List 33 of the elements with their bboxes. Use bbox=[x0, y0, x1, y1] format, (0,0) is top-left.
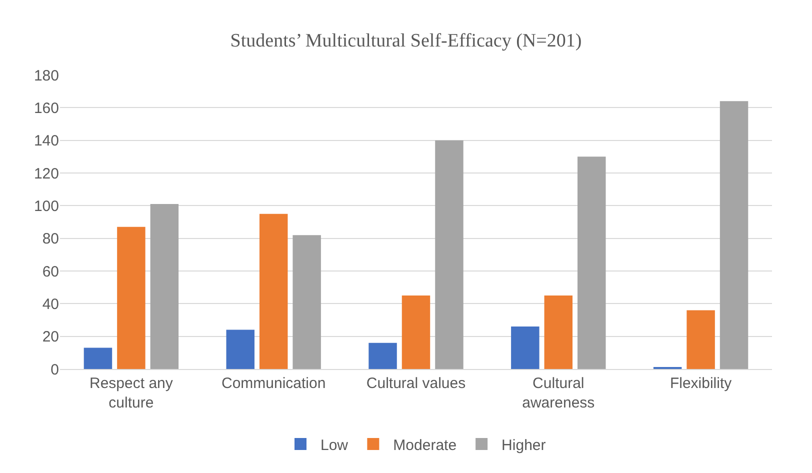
y-tick-label: 120 bbox=[34, 165, 59, 182]
x-tick-label: Cultural awareness bbox=[522, 375, 595, 412]
bar bbox=[511, 326, 540, 369]
chart-title: Students’ Multicultural Self-Efficacy (N=201) bbox=[230, 30, 582, 52]
bar bbox=[368, 342, 397, 369]
bar bbox=[686, 310, 715, 369]
bar bbox=[150, 204, 179, 369]
x-tick-label: Cultural values bbox=[366, 375, 466, 392]
bar bbox=[402, 296, 430, 369]
bar bbox=[578, 156, 606, 369]
bar bbox=[435, 140, 464, 369]
bar bbox=[544, 296, 573, 369]
bar bbox=[292, 235, 321, 369]
y-tick-label: 140 bbox=[34, 132, 59, 150]
y-tick-label: 80 bbox=[42, 230, 59, 248]
bar bbox=[226, 330, 254, 369]
bar bbox=[720, 101, 748, 369]
x-tick-label: Communication bbox=[221, 375, 326, 392]
bar bbox=[84, 348, 112, 369]
y-tick-label: 160 bbox=[34, 100, 59, 117]
y-tick-label: 100 bbox=[34, 198, 59, 215]
legend-label: Higher bbox=[502, 436, 546, 454]
y-tick-label: 60 bbox=[42, 263, 59, 280]
x-tick-label: Flexibility bbox=[670, 375, 732, 392]
legend-label: Low bbox=[320, 436, 348, 454]
y-tick-label: 20 bbox=[42, 328, 59, 346]
y-tick-label: 180 bbox=[34, 67, 59, 84]
x-tick-label: Respect any culture bbox=[90, 375, 174, 412]
bar bbox=[117, 226, 146, 369]
y-tick-label: 40 bbox=[42, 296, 59, 313]
bar bbox=[259, 214, 288, 369]
legend-label: Moderate bbox=[393, 436, 457, 454]
y-tick-label: 0 bbox=[50, 361, 59, 378]
